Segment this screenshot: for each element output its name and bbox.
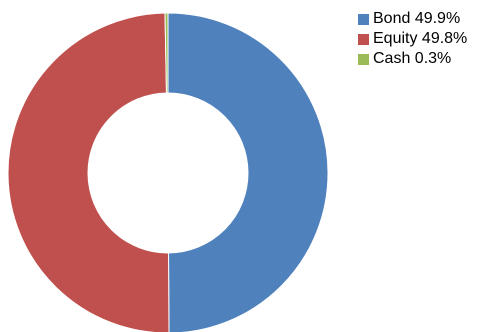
slice-equity xyxy=(7,12,170,332)
legend-swatch-bond xyxy=(358,13,369,25)
legend-item-cash: Cash 0.3% xyxy=(358,49,467,69)
chart-legend: Bond 49.9% Equity 49.8% Cash 0.3% xyxy=(358,9,467,69)
legend-label-bond: Bond 49.9% xyxy=(373,10,461,27)
legend-label-equity: Equity 49.8% xyxy=(373,30,468,47)
legend-swatch-equity xyxy=(358,33,369,45)
slice-bond xyxy=(167,12,329,332)
donut-slices xyxy=(7,12,329,332)
legend-swatch-cash xyxy=(358,53,369,65)
donut-chart xyxy=(7,12,329,332)
legend-item-bond: Bond 49.9% xyxy=(358,9,467,29)
slice-cash xyxy=(164,12,169,94)
legend-label-cash: Cash 0.3% xyxy=(373,50,452,67)
legend-item-equity: Equity 49.8% xyxy=(358,29,467,49)
